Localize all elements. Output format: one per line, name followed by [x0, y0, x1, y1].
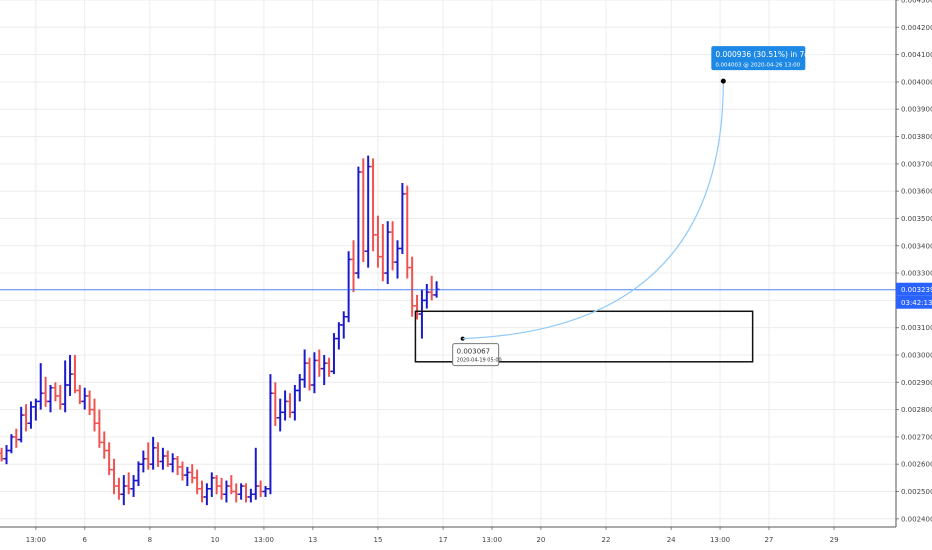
low-price-label-box: [452, 343, 500, 367]
x-tick-label: 13: [308, 536, 317, 544]
x-tick-label: 22: [602, 536, 611, 544]
x-tick-label: 13:00: [482, 536, 502, 544]
y-tick-label: 0.004000: [901, 78, 932, 86]
y-tick-label: 0.003400: [901, 242, 932, 250]
y-tick-label: 0.002700: [901, 433, 932, 441]
low-price-time: 2020-04-19 05:00: [457, 358, 502, 364]
y-tick-label: 0.002800: [901, 406, 932, 414]
x-tick-label: 15: [373, 536, 382, 544]
target-point-marker[interactable]: [720, 78, 726, 84]
y-tick-label: 0.004200: [901, 24, 932, 32]
projection-target-value: 0.004003 @ 2020-04-26 13:00: [715, 63, 800, 69]
countdown-tag: [896, 295, 932, 309]
rectangle-zone[interactable]: [414, 310, 754, 363]
y-tick-label: 0.004300: [901, 0, 932, 5]
x-tick-label: 13:00: [254, 536, 274, 544]
y-tick-label: 0.002500: [901, 488, 932, 496]
y-tick-label: 0.002900: [901, 379, 932, 387]
x-tick-label: 8: [148, 536, 152, 544]
countdown-value: 03:42:13: [901, 299, 932, 307]
drawing-layer[interactable]: 0.003067 2020-04-19 05:00 0.000936 (30.51%…: [0, 46, 896, 367]
low-price-value: 0.003067: [457, 348, 490, 356]
x-tick-label: 13:00: [710, 536, 730, 544]
y-tick-label: 0.002600: [901, 461, 932, 469]
x-tick-label: 6: [82, 536, 87, 544]
projection-arc: [462, 81, 724, 340]
y-tick-label: 0.003100: [901, 324, 932, 332]
candle-layer: [0, 155, 440, 506]
projection-change-value: 0.000936 (30.51%) in 7d 8h: [715, 50, 821, 59]
last-price-value: 0.003239: [901, 286, 932, 294]
x-tick-label: 10: [211, 536, 220, 544]
plot-area: [0, 0, 896, 527]
x-tick-label: 17: [439, 536, 448, 544]
y-tick-label: 0.002400: [901, 515, 932, 523]
x-tick-label: 24: [667, 536, 676, 544]
y-tick-label: 0.003600: [901, 188, 932, 196]
x-tick-label: 27: [764, 536, 773, 544]
last-price-tag: [896, 282, 932, 296]
y-tick-label: 0.003500: [901, 215, 932, 223]
x-tick-label: 29: [830, 536, 839, 544]
x-tick-label: 20: [536, 536, 545, 544]
projection-label-box: [711, 46, 806, 71]
y-tick-label: 0.004100: [901, 51, 932, 59]
y-tick-label: 0.003800: [901, 133, 932, 141]
y-tick-label: 0.003300: [901, 270, 932, 278]
y-tick-label: 0.003900: [901, 106, 932, 114]
y-tick-label: 0.003700: [901, 160, 932, 168]
y-tick-label: 0.003000: [901, 351, 932, 359]
grid-layer: [0, 0, 896, 527]
x-tick-label: 13:00: [26, 536, 46, 544]
